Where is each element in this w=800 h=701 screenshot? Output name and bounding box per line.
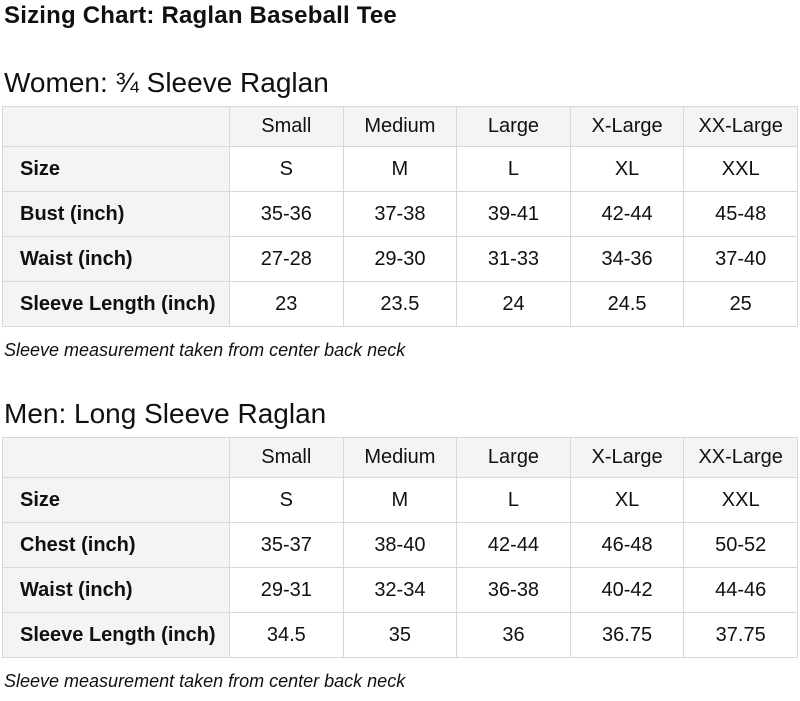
value-cell: 29-31	[229, 567, 344, 613]
column-header: Medium	[342, 106, 458, 147]
value-cell: 37.75	[683, 612, 798, 658]
value-cell: 32-34	[342, 567, 458, 613]
women-sizing-section: Women: ¾ Sleeve Raglan Small Medium Large X…	[2, 66, 798, 361]
value-cell: M	[342, 146, 458, 192]
row-label-cell: Size	[2, 146, 230, 192]
women-section-heading: Women: ¾ Sleeve Raglan	[4, 67, 329, 98]
value-cell: L	[456, 477, 571, 523]
value-cell: S	[229, 146, 344, 192]
women-sleeve-note: Sleeve measurement taken from center bac…	[4, 340, 406, 360]
table-row: Size S M L XL XXL	[2, 477, 798, 523]
value-cell: 34.5	[229, 612, 344, 658]
value-cell: 35-36	[229, 191, 344, 237]
value-cell: XXL	[683, 146, 798, 192]
value-cell: 34-36	[569, 236, 685, 282]
men-sizing-table: Small Medium Large X-Large XX-Large Size S M L XL…	[2, 437, 798, 658]
value-cell: 35-37	[229, 522, 344, 568]
value-cell: 46-48	[569, 522, 685, 568]
column-header: XX-Large	[683, 106, 798, 147]
value-cell: 29-30	[342, 236, 458, 282]
value-cell: 24.5	[569, 281, 685, 327]
table-row: Sleeve Length (inch) 23 23.5 24 24.5 25	[2, 281, 798, 327]
row-label-cell: Chest (inch)	[2, 522, 230, 568]
row-label-cell: Bust (inch)	[2, 191, 230, 237]
value-cell: 36.75	[569, 612, 685, 658]
column-header: Large	[456, 106, 571, 147]
table-header-row: Small Medium Large X-Large XX-Large	[2, 437, 798, 478]
value-cell: XXL	[683, 477, 798, 523]
row-label-cell: Waist (inch)	[2, 567, 230, 613]
table-row: Waist (inch) 29-31 32-34 36-38 40-42 44-46	[2, 567, 798, 613]
value-cell: 31-33	[456, 236, 571, 282]
men-section-heading: Men: Long Sleeve Raglan	[4, 398, 327, 429]
column-header: X-Large	[569, 106, 685, 147]
value-cell: XL	[569, 146, 685, 192]
value-cell: 36	[456, 612, 571, 658]
column-header: Large	[456, 437, 571, 478]
men-sizing-section: Men: Long Sleeve Raglan Small Medium Large…	[2, 397, 798, 692]
value-cell: 37-40	[683, 236, 798, 282]
value-cell: 36-38	[456, 567, 571, 613]
value-cell: 44-46	[683, 567, 798, 613]
row-label-cell: Sleeve Length (inch)	[2, 612, 230, 658]
value-cell: 40-42	[569, 567, 685, 613]
value-cell: XL	[569, 477, 685, 523]
row-label-cell: Size	[2, 477, 230, 523]
women-sizing-table: Small Medium Large X-Large XX-Large Size S M L XL…	[2, 106, 798, 327]
column-header: Medium	[342, 437, 458, 478]
column-header: X-Large	[569, 437, 685, 478]
column-header: Small	[229, 106, 344, 147]
table-row: Chest (inch) 35-37 38-40 42-44 46-48 50-52	[2, 522, 798, 568]
row-label-cell: Waist (inch)	[2, 236, 230, 282]
value-cell: 25	[683, 281, 798, 327]
column-header: XX-Large	[683, 437, 798, 478]
table-row: Sleeve Length (inch) 34.5 35 36 36.75 37.75	[2, 612, 798, 658]
value-cell: 45-48	[683, 191, 798, 237]
row-label-cell: Sleeve Length (inch)	[2, 281, 230, 327]
corner-cell	[2, 437, 230, 478]
value-cell: 38-40	[342, 522, 458, 568]
value-cell: M	[342, 477, 458, 523]
value-cell: 39-41	[456, 191, 571, 237]
value-cell: 23.5	[342, 281, 458, 327]
value-cell: 50-52	[683, 522, 798, 568]
value-cell: 42-44	[569, 191, 685, 237]
page-title: Sizing Chart: Raglan Baseball Tee	[4, 2, 397, 29]
value-cell: 35	[342, 612, 458, 658]
table-row: Bust (inch) 35-36 37-38 39-41 42-44 45-48	[2, 191, 798, 237]
value-cell: 42-44	[456, 522, 571, 568]
value-cell: 23	[229, 281, 344, 327]
table-row: Waist (inch) 27-28 29-30 31-33 34-36 37-40	[2, 236, 798, 282]
table-header-row: Small Medium Large X-Large XX-Large	[2, 106, 798, 147]
value-cell: 37-38	[342, 191, 458, 237]
column-header: Small	[229, 437, 344, 478]
value-cell: 27-28	[229, 236, 344, 282]
men-sleeve-note: Sleeve measurement taken from center bac…	[4, 671, 406, 691]
value-cell: L	[456, 146, 571, 192]
value-cell: 24	[456, 281, 571, 327]
value-cell: S	[229, 477, 344, 523]
corner-cell	[2, 106, 230, 147]
table-row: Size S M L XL XXL	[2, 146, 798, 192]
